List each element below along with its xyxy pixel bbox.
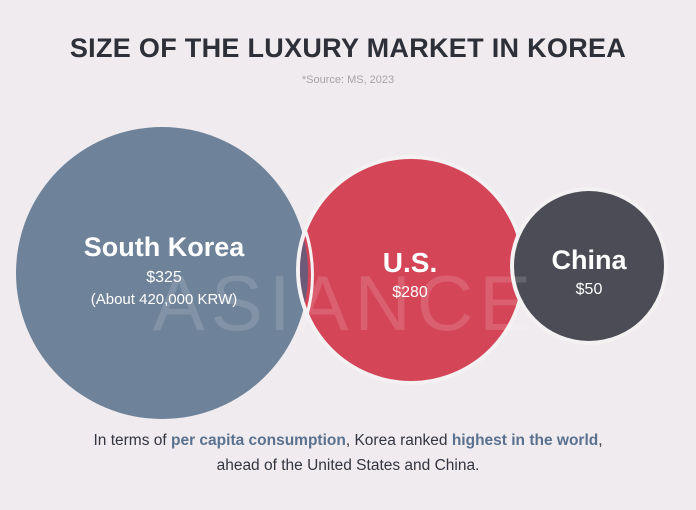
value-us: $280 [392, 284, 428, 301]
source-note: *Source: MS, 2023 [301, 74, 395, 86]
note-south-korea: (About 420,000 KRW) [91, 291, 237, 308]
bubble-china [514, 191, 664, 341]
label-china: China [551, 245, 627, 275]
footer-text: , Korea ranked [345, 432, 452, 449]
value-china: $50 [576, 281, 603, 298]
label-us: U.S. [383, 247, 437, 278]
label-south-korea: South Korea [84, 232, 245, 262]
footer-line-2: ahead of the United States and China. [216, 457, 480, 474]
footer-text: , [598, 432, 603, 449]
bubble-south-korea [16, 127, 308, 419]
chart-title: SIZE OF THE LUXURY MARKET IN KOREA [69, 33, 627, 63]
watermark: ASIANCE [153, 259, 537, 347]
footer-line-1: In terms of per capita consumption, Kore… [0, 432, 696, 450]
overlap-edge [304, 231, 314, 319]
value-south-korea: $325 [146, 269, 182, 286]
footer-highlight: highest in the world [451, 432, 599, 449]
footer-highlight: per capita consumption [171, 432, 346, 449]
bubble-us [300, 159, 522, 381]
footer-text: In terms of [93, 432, 171, 449]
